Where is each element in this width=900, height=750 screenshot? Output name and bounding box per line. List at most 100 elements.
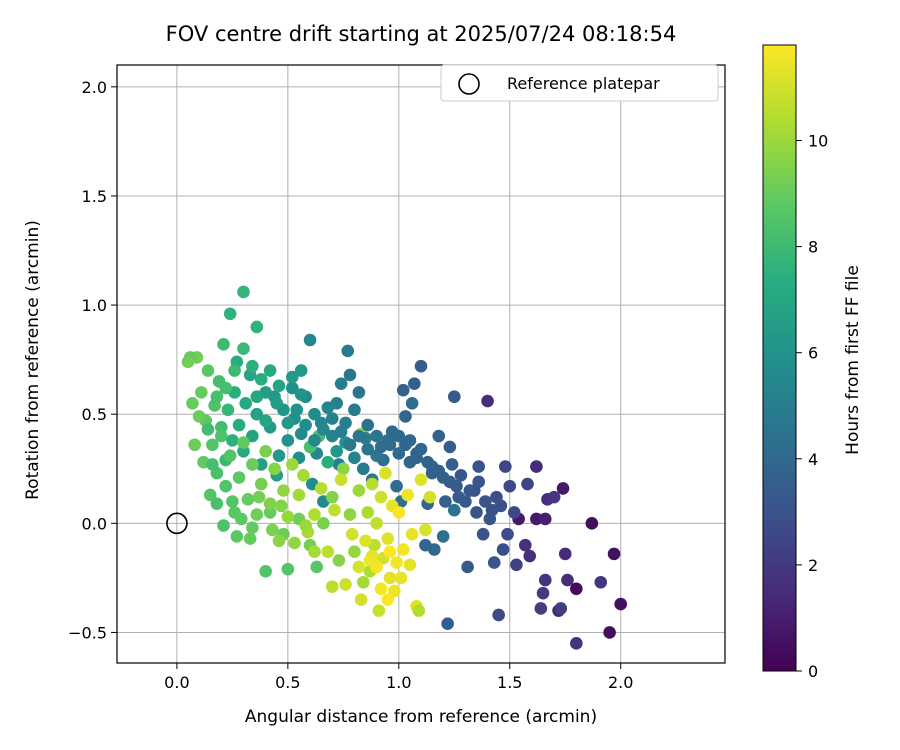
data-point bbox=[412, 604, 426, 617]
data-point bbox=[554, 602, 568, 615]
data-point bbox=[481, 394, 494, 408]
data-point bbox=[330, 444, 343, 458]
data-point bbox=[230, 530, 244, 543]
data-point bbox=[328, 503, 341, 517]
data-point bbox=[290, 403, 304, 417]
data-point bbox=[454, 469, 468, 482]
data-point bbox=[443, 440, 457, 454]
data-point bbox=[374, 440, 388, 454]
data-point bbox=[321, 401, 335, 414]
data-point bbox=[388, 584, 401, 598]
data-point bbox=[237, 342, 250, 356]
data-point bbox=[206, 438, 219, 452]
data-point bbox=[250, 320, 264, 334]
data-point bbox=[436, 530, 450, 543]
data-point bbox=[394, 571, 408, 585]
data-point bbox=[192, 410, 206, 423]
data-point bbox=[428, 543, 441, 556]
data-point bbox=[385, 425, 399, 438]
data-point bbox=[452, 490, 466, 504]
x-tick-label: 2.0 bbox=[608, 673, 633, 692]
data-point bbox=[439, 495, 452, 508]
data-point bbox=[492, 608, 505, 622]
data-point bbox=[250, 390, 264, 404]
data-point bbox=[272, 534, 286, 548]
colorbar-tick-label: 4 bbox=[808, 450, 818, 469]
data-point bbox=[308, 407, 321, 421]
data-point bbox=[538, 573, 552, 587]
data-point bbox=[419, 523, 432, 537]
x-tick-label: 1.5 bbox=[497, 673, 522, 692]
data-point bbox=[494, 499, 508, 513]
data-point bbox=[447, 390, 461, 404]
data-point bbox=[352, 386, 366, 399]
colorbar-tick-label: 10 bbox=[808, 131, 828, 150]
x-axis-label: Angular distance from reference (arcmin) bbox=[245, 707, 597, 727]
data-point bbox=[479, 495, 492, 508]
data-point bbox=[372, 604, 386, 617]
data-point bbox=[379, 466, 392, 480]
data-point bbox=[250, 508, 264, 521]
data-point bbox=[357, 575, 370, 589]
data-point bbox=[359, 534, 372, 548]
data-point bbox=[263, 364, 277, 377]
data-point bbox=[445, 458, 459, 471]
data-point bbox=[246, 359, 259, 373]
colorbar-gradient bbox=[762, 44, 797, 672]
data-point bbox=[237, 436, 250, 449]
plot-frame bbox=[116, 64, 726, 664]
data-point bbox=[285, 458, 299, 471]
colorbar-label: Hours from first FF file bbox=[843, 265, 863, 455]
data-point bbox=[410, 451, 423, 465]
data-point bbox=[210, 390, 224, 404]
y-axis-label: Rotation from reference (arcmin) bbox=[23, 220, 43, 500]
data-point bbox=[487, 556, 501, 569]
data-point bbox=[370, 429, 383, 443]
data-point bbox=[343, 508, 357, 521]
data-point bbox=[226, 495, 239, 508]
data-point bbox=[570, 637, 583, 650]
data-point bbox=[181, 355, 195, 369]
data-point bbox=[266, 523, 279, 537]
data-point bbox=[496, 543, 510, 556]
x-tick-label: 1.0 bbox=[386, 673, 411, 692]
y-tick-label: 2.0 bbox=[82, 78, 107, 97]
data-point bbox=[232, 418, 246, 432]
data-point bbox=[201, 423, 215, 436]
data-point bbox=[337, 462, 350, 476]
data-point bbox=[188, 438, 201, 452]
data-point bbox=[310, 560, 324, 574]
data-point bbox=[299, 418, 312, 432]
data-point bbox=[314, 482, 328, 495]
data-point bbox=[381, 532, 395, 545]
data-point bbox=[405, 527, 419, 541]
data-point bbox=[530, 460, 543, 473]
data-point bbox=[259, 414, 272, 428]
data-point bbox=[538, 512, 552, 526]
data-point bbox=[246, 429, 259, 443]
data-point bbox=[472, 475, 485, 489]
data-point bbox=[343, 368, 357, 382]
data-point bbox=[399, 410, 412, 423]
data-point bbox=[383, 545, 397, 558]
data-point bbox=[246, 521, 259, 534]
data-point bbox=[186, 396, 199, 410]
data-point bbox=[570, 582, 583, 596]
data-point bbox=[381, 593, 395, 607]
data-point bbox=[201, 364, 215, 377]
data-point bbox=[399, 438, 412, 452]
data-point bbox=[345, 527, 359, 541]
data-point bbox=[530, 512, 543, 526]
data-point bbox=[414, 359, 428, 373]
data-point bbox=[594, 575, 608, 589]
data-point bbox=[281, 510, 295, 524]
data-point bbox=[299, 519, 312, 532]
data-point bbox=[297, 469, 310, 482]
data-point bbox=[254, 477, 268, 491]
data-point bbox=[510, 558, 523, 572]
y-tick-label: −0.5 bbox=[68, 623, 107, 642]
data-point bbox=[237, 444, 250, 458]
data-point bbox=[607, 547, 621, 561]
data-point bbox=[396, 543, 410, 556]
data-point bbox=[223, 307, 237, 321]
